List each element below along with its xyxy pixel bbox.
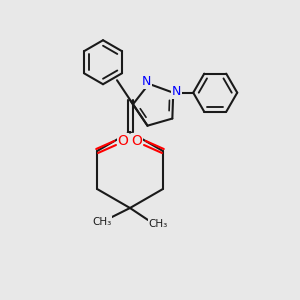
Text: O: O xyxy=(118,134,128,148)
Text: CH₃: CH₃ xyxy=(148,219,168,229)
Text: N: N xyxy=(142,75,152,88)
Text: CH₃: CH₃ xyxy=(92,217,112,227)
Text: N: N xyxy=(172,85,181,98)
Text: O: O xyxy=(131,134,142,148)
